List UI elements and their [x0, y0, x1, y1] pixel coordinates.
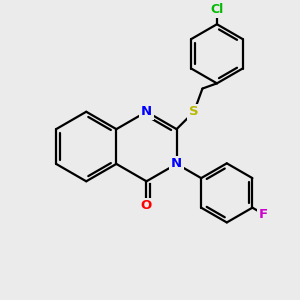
Text: S: S — [189, 105, 199, 118]
Text: Cl: Cl — [210, 3, 224, 16]
Text: N: N — [141, 105, 152, 118]
Text: N: N — [171, 158, 182, 170]
Text: O: O — [141, 200, 152, 212]
Text: F: F — [259, 208, 268, 221]
